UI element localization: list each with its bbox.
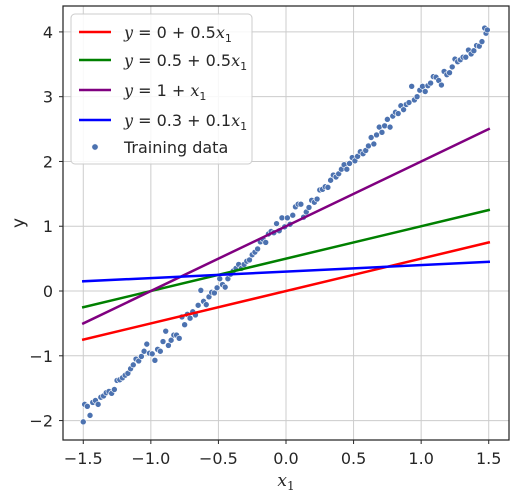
scatter-point xyxy=(246,256,253,264)
x-tick-label: 0.5 xyxy=(341,449,366,468)
scatter-point xyxy=(384,116,391,123)
legend-label: y = 0.5 + 0.5x1 xyxy=(123,51,247,73)
scatter-point xyxy=(143,340,151,348)
y-tick-label: 0 xyxy=(43,282,53,301)
scatter-point xyxy=(79,418,87,426)
series-line xyxy=(81,240,491,342)
scatter-point xyxy=(159,338,167,345)
scatter-point xyxy=(478,38,486,45)
x-ticks: −1.5 −1.0 −0.5 0.0 0.5 1.0 1.5 xyxy=(64,440,501,468)
scatter-point xyxy=(167,336,175,344)
scatter-point xyxy=(413,93,421,100)
scatter-point xyxy=(448,63,456,71)
scatter-point xyxy=(157,347,164,355)
legend-box xyxy=(70,13,253,165)
scatter-point xyxy=(365,142,372,150)
scatter-point xyxy=(427,79,434,87)
legend-label: y = 1 + x1 xyxy=(123,81,206,103)
scatter-point xyxy=(194,301,202,309)
scatter-point xyxy=(151,357,159,364)
scatter-point xyxy=(324,184,332,191)
series-line xyxy=(81,127,491,326)
scatter-point xyxy=(140,347,148,355)
x-tick-label: −0.5 xyxy=(199,449,238,468)
scatter-point xyxy=(138,353,145,360)
scatter-point xyxy=(394,110,402,117)
y-axis-label: y xyxy=(9,218,29,228)
scatter-point xyxy=(175,335,183,342)
scatter-point xyxy=(221,283,229,291)
x-axis-label: x1 xyxy=(277,471,294,493)
scatter-point xyxy=(327,176,334,184)
scatter-point xyxy=(378,129,386,136)
series-line xyxy=(81,260,491,283)
scatter-point xyxy=(262,239,270,246)
legend-label: y = 0 + 0.5x1 xyxy=(123,23,232,45)
scatter-point xyxy=(367,134,375,141)
scatter-point xyxy=(162,327,170,335)
scatter-point xyxy=(202,301,210,308)
scatter-point xyxy=(421,88,429,95)
scatter-point xyxy=(346,160,353,167)
scatter-point xyxy=(216,275,224,283)
y-tick-label: 3 xyxy=(43,88,53,107)
y-tick-label: −2 xyxy=(29,412,53,431)
scatter-point xyxy=(381,122,388,130)
scatter-point xyxy=(386,123,394,131)
scatter-point xyxy=(446,69,453,77)
scatter-point xyxy=(148,350,156,358)
scatter-point xyxy=(129,361,137,369)
x-tick-label: 0.0 xyxy=(273,449,298,468)
x-axis-label-text: x xyxy=(277,471,287,491)
scatter-point xyxy=(213,284,221,292)
x-axis-label-subscript: 1 xyxy=(287,479,295,493)
scatter-point xyxy=(273,220,280,227)
legend-label: y = 0.3 + 0.1x1 xyxy=(123,111,247,133)
scatter-point xyxy=(94,401,102,408)
x-tick-label: −1.0 xyxy=(131,449,170,468)
y-ticks: −2 −1 0 1 2 3 4 xyxy=(29,23,63,431)
scatter-point xyxy=(438,81,445,89)
scatter-point xyxy=(254,245,261,253)
scatter-point xyxy=(470,47,478,54)
scatter-point xyxy=(484,26,491,34)
scatter-point xyxy=(165,342,172,349)
y-tick-label: −1 xyxy=(29,347,53,366)
plot-area xyxy=(79,24,491,426)
scatter-point xyxy=(405,99,413,106)
scatter-point xyxy=(373,131,380,139)
y-tick-label: 4 xyxy=(43,23,53,42)
legend-marker-swatch xyxy=(91,143,99,151)
scatter-point xyxy=(408,83,415,90)
scatter-point xyxy=(84,403,91,410)
scatter-point xyxy=(370,140,378,148)
scatter-point xyxy=(197,287,205,294)
legend: y = 0 + 0.5x1 y = 0.5 + 0.5x1 y = 1 + x1 y … xyxy=(70,13,253,165)
scatter-point xyxy=(111,386,118,393)
x-tick-label: 1.5 xyxy=(476,449,501,468)
scatter-point xyxy=(305,204,313,211)
scatter-layer xyxy=(79,24,491,426)
scatter-point xyxy=(462,53,470,61)
scatter-point xyxy=(211,289,218,297)
x-tick-label: 1.0 xyxy=(408,449,433,468)
scatter-point xyxy=(297,200,305,208)
y-tick-label: 1 xyxy=(43,217,53,236)
scatter-point xyxy=(284,214,291,222)
lines-layer xyxy=(81,127,491,342)
scatter-point xyxy=(278,214,286,222)
scatter-point xyxy=(343,165,351,173)
scatter-point xyxy=(181,321,188,328)
x-tick-label: −1.5 xyxy=(64,449,103,468)
legend-label: Training data xyxy=(123,138,228,157)
y-tick-label: 2 xyxy=(43,152,53,171)
scatter-point xyxy=(186,314,194,322)
scatter-point xyxy=(289,211,297,219)
scatter-point xyxy=(400,106,407,113)
scatter-point xyxy=(86,412,94,419)
scatter-point xyxy=(313,195,321,203)
